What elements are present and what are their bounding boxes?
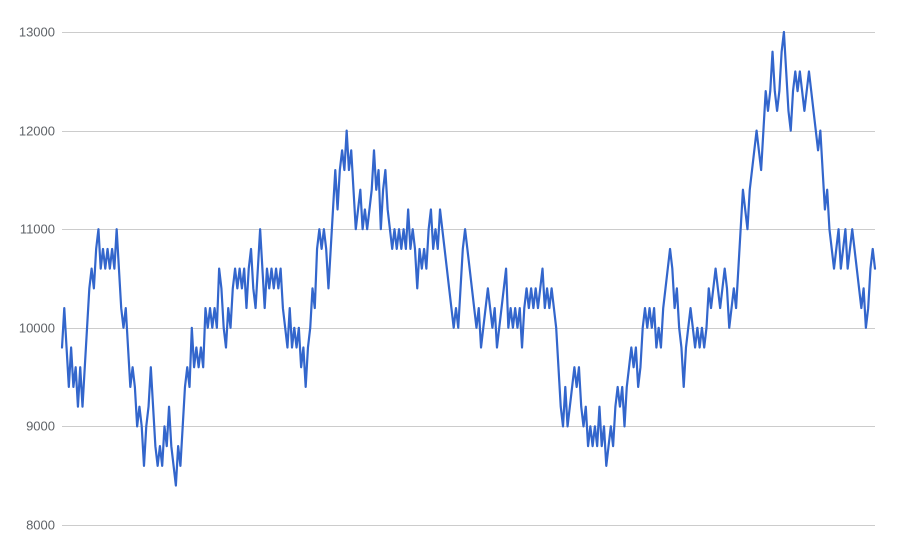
series-line-0: [60, 30, 877, 487]
series-layer: [60, 30, 877, 487]
y-axis: 8000 9000 10000 11000 12000 13000: [19, 25, 55, 533]
y-tick-label: 11000: [20, 222, 55, 237]
y-tick-label: 9000: [26, 419, 55, 434]
y-tick-label: 8000: [26, 518, 55, 533]
y-tick-label: 12000: [19, 124, 55, 139]
gridlines: [62, 32, 875, 526]
y-tick-label: 10000: [19, 321, 55, 336]
y-tick-label: 13000: [19, 25, 55, 40]
